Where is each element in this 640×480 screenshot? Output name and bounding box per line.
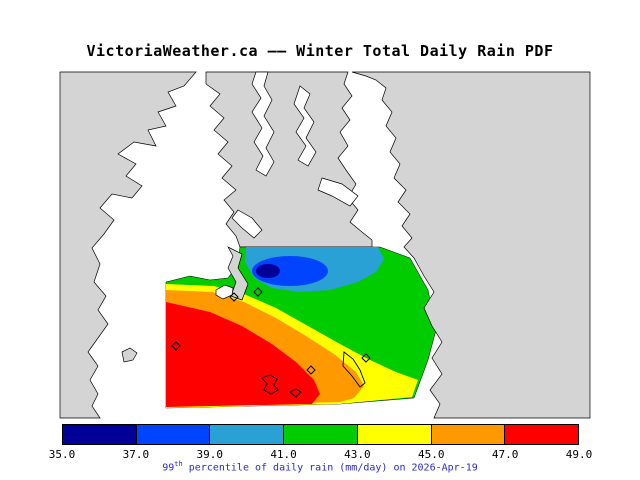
colorbar-tick-label: 37.0 [122, 448, 150, 461]
land-west-coast [59, 71, 197, 419]
colorbar-segment [431, 425, 506, 444]
inlet-channel-1 [251, 71, 275, 177]
inlet-channel-4 [231, 209, 263, 239]
station-marker [171, 341, 181, 351]
colorbar [62, 424, 579, 445]
small-island-west [121, 347, 138, 363]
caption: 99th percentile of daily rain (mm/day) o… [0, 460, 640, 473]
colorbar-segment [505, 425, 579, 444]
island-outline-2 [342, 351, 366, 388]
colorbar-tick-label: 45.0 [418, 448, 445, 461]
contour-fill-region [165, 246, 437, 409]
caption-value: 99 [162, 462, 175, 474]
colorbar-segment [284, 425, 358, 444]
colorbar-segment [210, 425, 285, 444]
inlet-channel-2 [293, 85, 317, 167]
colorbar-segment [357, 425, 432, 444]
colorbar-tick-label: 41.0 [270, 448, 297, 461]
landmasses [59, 71, 373, 419]
inland-channels [231, 71, 359, 239]
caption-superscript: th [174, 460, 183, 468]
station-marker [229, 292, 239, 302]
colorbar-tick-label: 35.0 [48, 448, 76, 461]
colorbar-segment [136, 425, 211, 444]
coastal-details [121, 246, 366, 398]
colorbar-tick-label: 43.0 [344, 448, 371, 461]
plot-title: VictoriaWeather.ca —— Winter Total Daily… [86, 42, 554, 60]
island-outline-1 [261, 374, 279, 395]
station-markers [171, 287, 371, 375]
contour-37-39-blue [252, 256, 328, 286]
colorbar-tick-label: 49.0 [565, 448, 593, 461]
inlet-channel-3 [317, 177, 359, 207]
colorbar-tick-label: 39.0 [196, 448, 223, 461]
contour-35-37-navy [256, 264, 280, 278]
station-marker [306, 365, 316, 375]
land-east-mainland [351, 71, 591, 419]
colorbar-ticks: 35.0 37.0 39.0 41.0 43.0 45.0 47.0 49.0 [0, 448, 640, 462]
contour-47-49-red [166, 302, 320, 407]
station-marker [253, 287, 263, 297]
colorbar-segment [63, 425, 137, 444]
colorbar-tick-label: 47.0 [491, 448, 519, 461]
island-outline-3 [289, 388, 302, 398]
caption-rest: percentile of daily rain (mm/day) on 202… [182, 462, 478, 474]
station-marker [361, 353, 371, 363]
land-north-islands [205, 71, 373, 248]
